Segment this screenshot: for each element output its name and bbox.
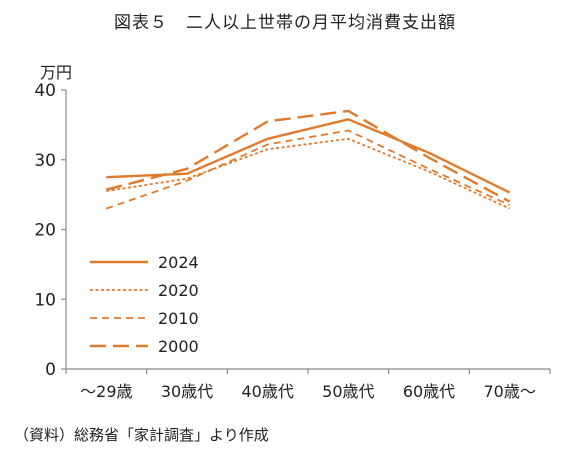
legend: 2024 2020 2010 2000: [90, 253, 199, 356]
series-lines: [105, 109, 511, 210]
legend-label-2000: 2000: [158, 337, 199, 356]
y-tick-label: 20: [34, 221, 56, 241]
y-tick-label: 40: [34, 81, 56, 101]
x-category-label: 40歳代: [241, 382, 293, 401]
x-category-labels: ～29歳 30歳代 40歳代 50歳代 60歳代 70歳～: [80, 382, 536, 401]
series-line-2020: [106, 137, 511, 210]
y-tick-label: 30: [34, 151, 56, 171]
y-axis-unit-label: 万円: [40, 63, 72, 82]
x-category-label: 60歳代: [403, 382, 455, 401]
y-tick-labels: 0 10 20 30 40: [34, 81, 56, 380]
series-line-2024: [106, 118, 511, 194]
y-tick-label: 10: [34, 290, 56, 310]
axes: [61, 89, 551, 374]
legend-label-2010: 2010: [158, 309, 199, 328]
y-tick-label: 0: [45, 360, 56, 380]
x-category-label: 50歳代: [322, 382, 374, 401]
x-category-label: ～29歳: [80, 382, 132, 401]
legend-label-2020: 2020: [158, 281, 199, 300]
legend-label-2024: 2024: [158, 253, 199, 272]
x-category-label: 70歳～: [483, 382, 535, 401]
x-category-label: 30歳代: [161, 382, 213, 401]
chart-title: 図表５ 二人以上世帯の月平均消費支出額: [114, 13, 456, 33]
series-line-2000: [105, 109, 511, 203]
source-note: （資料）総務省「家計調査」より作成: [14, 426, 269, 444]
